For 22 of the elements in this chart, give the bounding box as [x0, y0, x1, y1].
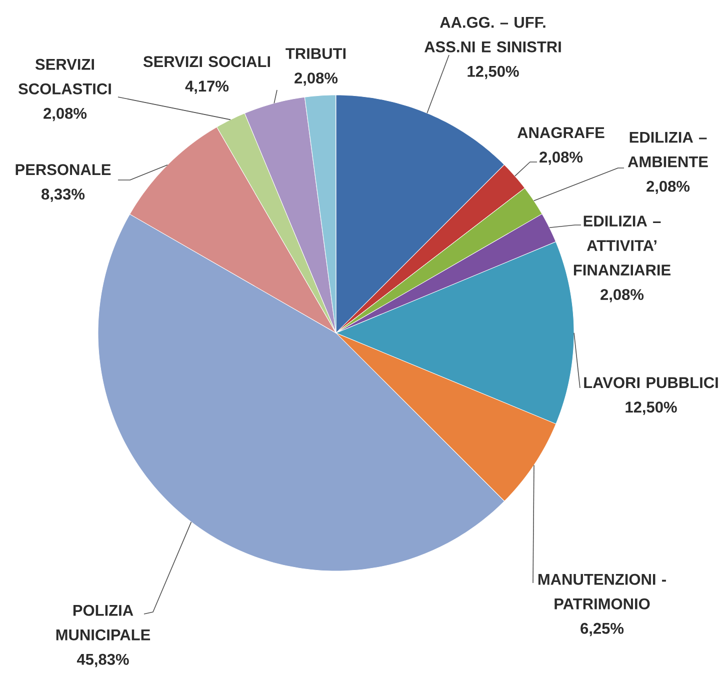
data-label: 2,08% — [600, 289, 644, 302]
slice-label: ANAGRAFE — [517, 127, 604, 138]
slice-label: PERSONALE — [16, 164, 111, 176]
slice-label: SERVIZI SOCIALI — [143, 56, 270, 68]
data-label: 45,83% — [76, 654, 129, 668]
slice-label: LAVORI PUBBLICI — [584, 377, 718, 388]
data-label: 2,08% — [540, 152, 583, 165]
data-label: 12,50% — [468, 66, 519, 80]
data-label: 2,08% — [294, 72, 338, 86]
data-label: 2,08% — [646, 180, 690, 194]
data-label: 2,08% — [44, 108, 87, 122]
data-label: 8,33% — [42, 188, 85, 202]
slice-label: AA.GG. – UFF. ASS.NI E SINISTRI — [424, 16, 561, 52]
slice-label: POLIZIA MUNICIPALE — [56, 604, 150, 640]
slice-label: EDILIZIA – AMBIENTE — [628, 132, 708, 168]
slice-label: TRIBUTI — [286, 48, 346, 60]
slice-label: EDILIZIA – ATTIVITA’ FINANZIARIE — [574, 216, 670, 276]
slice-label: SERVIZI SCOLASTICI — [18, 58, 111, 94]
data-label: 6,25% — [580, 622, 624, 636]
data-label: 12,50% — [626, 402, 677, 415]
slice-label: MANUTENZIONI - PATRIMONIO — [538, 574, 666, 610]
data-label: 4,17% — [185, 80, 229, 94]
